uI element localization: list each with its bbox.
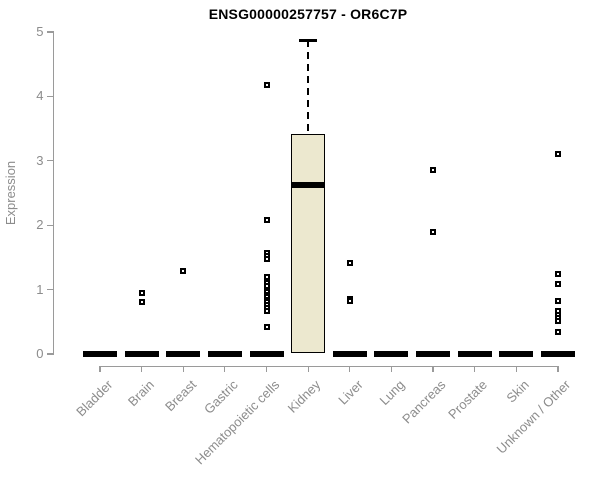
zero-bar <box>166 351 201 357</box>
x-tick <box>349 366 351 372</box>
y-tick <box>46 224 53 226</box>
x-tick <box>265 366 268 372</box>
outlier-point <box>554 329 561 336</box>
whisker <box>307 40 310 134</box>
outlier-point <box>430 167 437 174</box>
outlier-point <box>138 299 145 306</box>
y-tick-label: 1 <box>36 281 44 297</box>
x-category-label: Kidney <box>285 377 324 416</box>
y-tick-label: 2 <box>36 217 44 233</box>
y-tick-label: 5 <box>36 24 44 39</box>
outlier-point <box>554 151 561 158</box>
zero-bar <box>457 351 492 357</box>
y-tick <box>46 353 53 355</box>
outlier-point <box>430 229 437 236</box>
x-category-label: Bladder <box>73 377 116 420</box>
outlier-point <box>263 274 270 281</box>
x-tick <box>182 366 184 372</box>
zero-bar <box>499 351 534 357</box>
x-tick <box>474 366 476 372</box>
x-tick <box>224 366 226 372</box>
chart-title: ENSG00000257757 - OR6C7P <box>208 6 408 22</box>
outlier-point <box>554 298 561 305</box>
outlier-point <box>180 267 187 274</box>
x-tick <box>515 366 517 372</box>
zero-bar <box>332 351 367 357</box>
zero-bar <box>124 351 159 357</box>
whisker-cap <box>299 39 318 42</box>
x-category-label: Liver <box>334 377 366 408</box>
y-tick-label: 3 <box>36 152 44 168</box>
y-axis-line <box>52 31 54 355</box>
y-tick-label: 0 <box>36 346 44 361</box>
outlier-point <box>263 217 270 224</box>
x-category-label: Unknown / Other <box>494 377 574 457</box>
zero-bar <box>83 351 117 357</box>
x-category-label: Pancreas <box>399 377 449 427</box>
x-axis-line <box>100 366 558 368</box>
outlier-point <box>263 323 270 330</box>
zero-bar <box>416 351 451 357</box>
zero-bar <box>540 351 575 357</box>
outlier-point <box>263 307 270 314</box>
y-tick <box>46 289 53 291</box>
outlier-point <box>138 289 145 296</box>
outlier-point <box>346 298 353 305</box>
x-category-label: Brain <box>125 377 158 410</box>
x-category-label: Skin <box>503 377 532 406</box>
zero-bar <box>207 351 242 357</box>
x-tick <box>390 366 393 372</box>
outlier-point <box>263 256 270 263</box>
outlier-point <box>263 81 270 88</box>
y-tick <box>46 31 53 33</box>
x-tick <box>432 366 434 372</box>
zero-bar <box>249 351 284 357</box>
outlier-point <box>554 318 561 325</box>
x-tick <box>557 366 559 372</box>
box <box>291 133 326 353</box>
outlier-point <box>346 260 353 267</box>
x-tick <box>307 366 309 372</box>
y-tick-label: 4 <box>36 88 44 104</box>
y-tick <box>46 160 53 162</box>
x-category-label: Breast <box>161 377 199 415</box>
x-tick <box>141 366 143 372</box>
median-line <box>291 181 326 188</box>
x-category-label: Lung <box>376 377 408 409</box>
x-category-label: Prostate <box>445 377 491 422</box>
x-tick <box>99 366 101 372</box>
x-category-label: Gastric <box>200 377 241 417</box>
outlier-point <box>554 270 561 277</box>
y-tick <box>46 95 53 97</box>
outlier-point <box>554 281 561 288</box>
zero-bar <box>374 351 409 357</box>
